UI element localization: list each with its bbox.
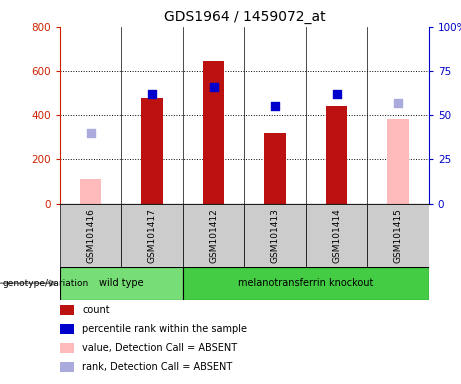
Bar (60, 343, 74, 353)
Text: GSM101415: GSM101415 (394, 208, 402, 263)
Bar (183, 267, 429, 300)
Text: GSM101412: GSM101412 (209, 208, 218, 263)
Point (394, 100, 402, 106)
Bar (264, 133, 286, 204)
Bar (183, 204, 244, 267)
Bar (142, 98, 163, 204)
Point (272, 103, 279, 109)
Text: GSM101416: GSM101416 (86, 208, 95, 263)
Bar (306, 204, 367, 267)
Bar (121, 204, 183, 267)
Text: GSM101413: GSM101413 (271, 208, 279, 263)
Text: count: count (82, 305, 110, 315)
Text: wild type: wild type (99, 278, 144, 288)
Bar (60, 204, 121, 267)
Title: GDS1964 / 1459072_at: GDS1964 / 1459072_at (164, 10, 325, 25)
Bar (203, 61, 225, 204)
Bar (60, 362, 74, 372)
Bar (80, 179, 101, 204)
Point (148, 91, 156, 97)
Bar (387, 119, 409, 204)
Text: GSM101414: GSM101414 (332, 208, 341, 263)
Bar (60, 267, 183, 300)
Bar (326, 106, 347, 204)
Bar (60, 324, 74, 334)
Bar (244, 204, 306, 267)
Bar (367, 204, 429, 267)
Text: percentile rank within the sample: percentile rank within the sample (82, 324, 247, 334)
Point (210, 84, 217, 90)
Text: GSM101417: GSM101417 (148, 208, 157, 263)
Text: rank, Detection Call = ABSENT: rank, Detection Call = ABSENT (82, 362, 232, 372)
Point (333, 91, 340, 97)
Point (87, 130, 95, 136)
Text: melanotransferrin knockout: melanotransferrin knockout (238, 278, 373, 288)
Text: value, Detection Call = ABSENT: value, Detection Call = ABSENT (82, 343, 237, 353)
Text: genotype/variation: genotype/variation (2, 279, 89, 288)
Bar (60, 305, 74, 315)
